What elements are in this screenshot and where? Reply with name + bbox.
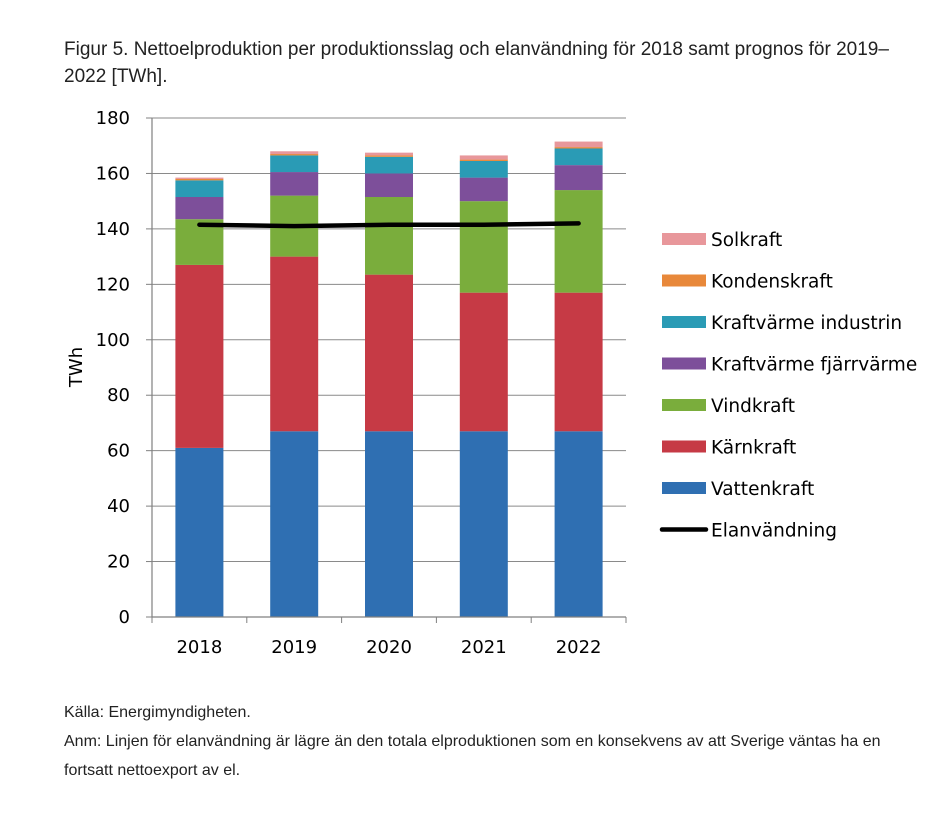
bar-kraftvärme-fjärrvärme-2018 [175, 197, 224, 220]
bar-stacks [175, 141, 603, 617]
legend-label: Vattenkraft [711, 479, 814, 500]
legend: Solkraft Kondenskraft Kraftvärme industrin… [659, 230, 917, 542]
bar-kondenskraft-2019 [270, 154, 319, 156]
legend-label: Elanvändning [711, 521, 837, 542]
remark-note: Anm: Linjen för elanvändning är lägre än… [64, 733, 881, 779]
bar-solkraft-2021 [459, 155, 508, 160]
legend-label: Solkraft [711, 230, 782, 251]
bar-kraftvärme-industrin-2018 [175, 180, 224, 198]
bar-vattenkraft-2020 [365, 431, 413, 617]
legend-label: Kondenskraft [711, 272, 833, 293]
bar-vattenkraft-2019 [270, 431, 319, 617]
axes [151, 118, 626, 618]
legend-swatch [662, 316, 706, 328]
legend-item: Elanvändning [659, 521, 837, 542]
bar-vindkraft-2021 [459, 201, 508, 293]
y-axis-title: TWh [66, 347, 87, 388]
bar-stack-2020 [365, 152, 413, 617]
bar-kondenskraft-2022 [554, 147, 603, 149]
bar-stack-2018 [175, 177, 224, 617]
bar-solkraft-2019 [270, 151, 319, 155]
y-tick-label: 140 [96, 219, 130, 240]
bar-solkraft-2018 [175, 177, 224, 179]
legend-item: Kraftvärme fjärrvärme [662, 355, 917, 376]
y-tick-label: 40 [107, 496, 130, 517]
bar-vindkraft-2022 [554, 190, 603, 293]
bar-vattenkraft-2022 [554, 431, 603, 617]
figure-caption: Figur 5. Nettoelproduktion per produktio… [64, 39, 889, 87]
legend-item: Solkraft [662, 230, 782, 251]
legend-item: Kärnkraft [662, 438, 796, 459]
bar-solkraft-2022 [554, 141, 603, 148]
legend-swatch [662, 357, 706, 370]
bar-stack-2021 [459, 155, 508, 617]
bar-stack-2022 [554, 141, 603, 617]
legend-label: Kraftvärme fjärrvärme [711, 355, 917, 376]
bar-kärnkraft-2022 [554, 292, 603, 432]
legend-swatch [662, 399, 706, 411]
bar-kärnkraft-2020 [365, 274, 413, 432]
legend-swatch [662, 482, 706, 494]
bar-kondenskraft-2018 [175, 178, 224, 181]
x-tick-label: 2020 [366, 637, 412, 658]
legend-label: Kärnkraft [711, 438, 796, 459]
x-tick-label: 2022 [556, 637, 602, 658]
legend-swatch [662, 233, 706, 245]
line-elanvandning [197, 221, 581, 229]
legend-swatch [662, 274, 706, 287]
legend-item: Vindkraft [662, 396, 795, 417]
bar-kraftvärme-industrin-2022 [554, 148, 603, 166]
bar-kraftvärme-industrin-2019 [270, 155, 319, 173]
bar-kärnkraft-2019 [270, 256, 319, 432]
legend-item: Kraftvärme industrin [662, 313, 902, 334]
bar-kondenskraft-2021 [459, 159, 508, 161]
x-tick-label: 2021 [461, 637, 507, 658]
legend-label: Vindkraft [711, 396, 795, 417]
y-tick-labels: 0 20 40 60 80 100 120 140 160 180 [96, 108, 130, 628]
y-tick-label: 180 [96, 108, 130, 129]
bar-vattenkraft-2021 [459, 431, 508, 617]
y-tick-label: 0 [119, 607, 130, 628]
bar-kraftvärme-industrin-2021 [459, 160, 508, 178]
x-tick-label: 2018 [176, 637, 222, 658]
bar-solkraft-2020 [365, 152, 413, 156]
y-tick-label: 80 [107, 385, 130, 406]
bar-vattenkraft-2018 [175, 447, 224, 617]
x-tick-labels: 2018 2019 2020 2021 2022 [176, 637, 601, 658]
bar-kraftvärme-fjärrvärme-2020 [365, 173, 413, 198]
bar-kondenskraft-2020 [365, 155, 413, 157]
bar-kraftvärme-fjärrvärme-2022 [554, 165, 603, 191]
legend-swatch [662, 440, 706, 453]
bar-kraftvärme-fjärrvärme-2021 [459, 177, 508, 202]
source-note: Källa: Energimyndigheten. [64, 704, 251, 721]
bar-vindkraft-2020 [365, 197, 413, 275]
y-tick-label: 120 [96, 274, 130, 295]
legend-item: Kondenskraft [662, 272, 833, 293]
bar-stack-2019 [270, 151, 319, 617]
bar-kraftvärme-fjärrvärme-2019 [270, 172, 319, 196]
legend-label: Kraftvärme industrin [711, 313, 902, 334]
y-tick-label: 100 [96, 330, 130, 351]
legend-item: Vattenkraft [662, 479, 814, 500]
bar-kärnkraft-2018 [175, 264, 224, 448]
consumption-line-layer [197, 221, 581, 229]
x-tick-label: 2019 [271, 637, 317, 658]
bar-kraftvärme-industrin-2020 [365, 156, 413, 174]
y-tick-label: 160 [96, 163, 130, 184]
y-tick-label: 20 [107, 552, 130, 573]
bar-kärnkraft-2021 [459, 292, 508, 432]
y-tick-label: 60 [107, 441, 130, 462]
